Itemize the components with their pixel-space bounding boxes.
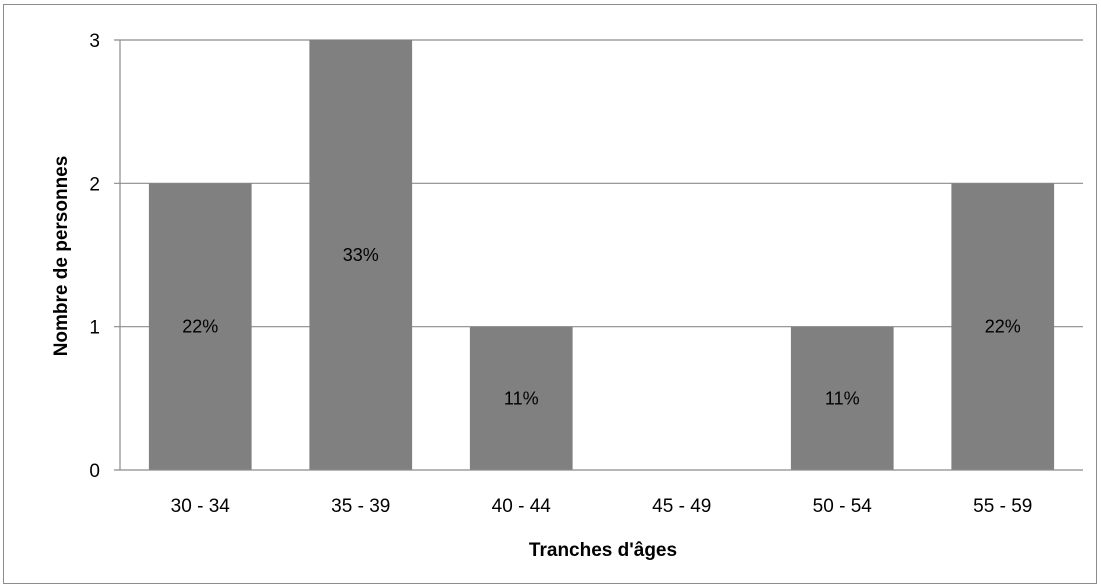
bar <box>790 326 894 470</box>
bar <box>148 183 252 471</box>
bars <box>148 40 1055 471</box>
y-tick-label: 3 <box>89 31 100 52</box>
bar-labels: 22% 33% 11% 11% 22% <box>182 245 1021 408</box>
x-tick-label: 55 - 59 <box>973 496 1032 517</box>
bar-data-label: 22% <box>985 317 1021 337</box>
bar <box>951 183 1055 471</box>
x-tick-label: 40 - 44 <box>492 496 552 517</box>
bar <box>469 326 573 470</box>
bar-data-label: 11% <box>825 388 860 408</box>
bar <box>309 40 413 470</box>
axes <box>114 40 1083 471</box>
tick-labels: 0 1 2 3 30 - 34 35 - 39 40 - 44 45 - 49 50 - 54 5… <box>89 31 1032 517</box>
y-axis-title: Nombre de personnes <box>51 156 72 357</box>
bar-data-label: 33% <box>343 245 379 265</box>
x-tick-label: 30 - 34 <box>171 496 231 517</box>
y-tick-label: 1 <box>89 318 100 339</box>
bar-data-label: 22% <box>182 317 218 337</box>
y-tick-label: 0 <box>89 461 100 482</box>
x-tick-label: 35 - 39 <box>331 496 390 517</box>
bar-data-label: 11% <box>504 388 539 408</box>
y-tick-label: 2 <box>89 174 100 195</box>
x-tick-label: 50 - 54 <box>813 496 873 517</box>
x-tick-label: 45 - 49 <box>652 496 711 517</box>
gridlines <box>114 39 1083 328</box>
x-axis-title: Tranches d'âges <box>529 540 677 561</box>
